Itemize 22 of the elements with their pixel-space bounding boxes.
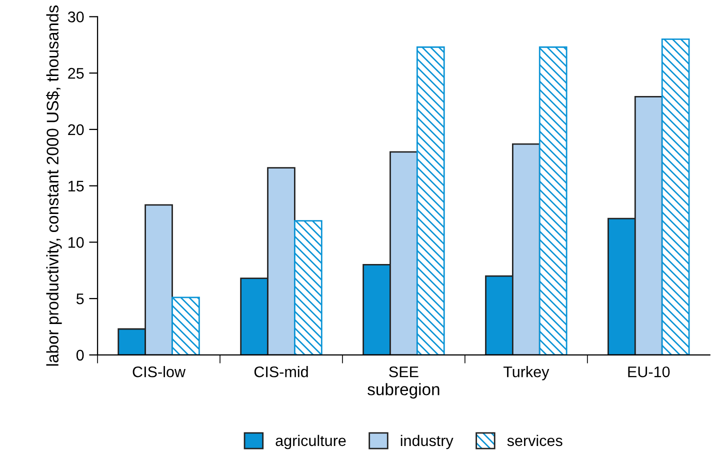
- x-tick-label: CIS-mid: [254, 366, 308, 378]
- x-axis-title: subregion: [368, 383, 440, 399]
- legend-label: agriculture: [276, 434, 346, 450]
- y-tick-label: 20: [68, 124, 84, 136]
- y-tick-label: 25: [68, 68, 84, 79]
- y-tick-label: 10: [68, 237, 84, 248]
- bar: [172, 296, 200, 355]
- x-tick-label: CIS-low: [132, 366, 186, 378]
- bar: [416, 46, 445, 355]
- legend-label: services: [507, 434, 562, 446]
- bar: [661, 38, 690, 355]
- y-tick-label: 15: [68, 180, 84, 192]
- y-tick-label: 30: [68, 12, 84, 22]
- bar: [294, 220, 322, 355]
- y-tick-label: 5: [76, 294, 84, 304]
- y-axis-title: labor productivity, constant 2000 US$, thousands: [46, 5, 62, 366]
- x-tick-label: SEE: [389, 366, 418, 378]
- y-tick-label: 0: [76, 350, 84, 361]
- x-tick-label: EU-10: [628, 366, 670, 378]
- legend-label: industry: [400, 434, 454, 450]
- bar: [538, 46, 568, 355]
- x-tick-label: Turkey: [503, 366, 550, 380]
